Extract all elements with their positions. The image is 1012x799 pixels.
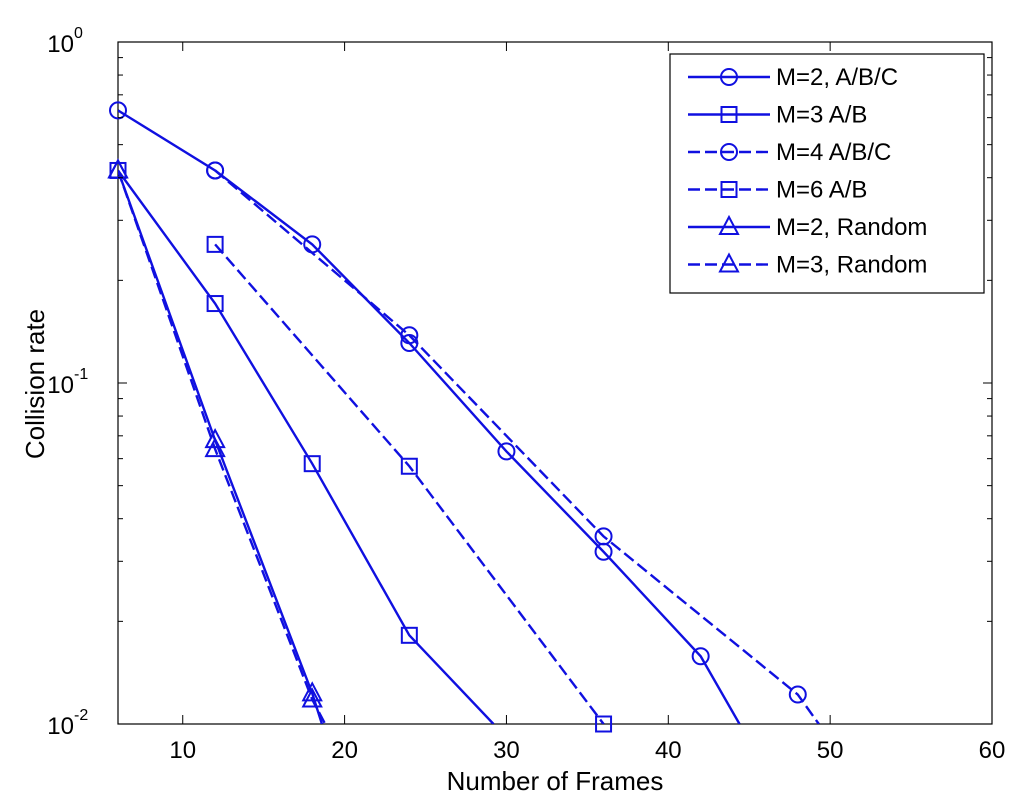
- legend-box: [669, 53, 985, 294]
- x-tick-label: 40: [655, 737, 682, 764]
- y-tick-label-base: 10: [47, 713, 74, 740]
- data-point: [497, 442, 516, 461]
- series-2: [109, 161, 495, 724]
- legend-label: M=3, Random: [776, 252, 927, 279]
- y-tick-label: 10 -2: [47, 707, 88, 740]
- data-point: [595, 715, 613, 733]
- legend-label: M=6 A/B: [776, 177, 867, 204]
- series-line: [118, 169, 495, 724]
- legend-label: M=2, A/B/C: [776, 64, 898, 91]
- data-point: [400, 626, 418, 644]
- y-axis-label: Collision rate: [20, 309, 50, 459]
- series-3: [206, 161, 820, 724]
- y-tick-label-exponent: 0: [74, 25, 83, 42]
- legend: M=2, A/B/C M=3 A/B M=4 A/B/C M=6 A/B M=2, Ra…: [669, 53, 985, 294]
- legend-label: M=4 A/B/C: [776, 139, 891, 166]
- legend-marker: [720, 68, 738, 86]
- series-4: [206, 235, 613, 733]
- legend-entry: M=6 A/B: [688, 177, 867, 204]
- data-point: [301, 687, 323, 708]
- y-tick-label-exponent: -1: [74, 366, 88, 383]
- y-tick-label-exponent: -2: [74, 707, 88, 724]
- y-tick-label: 10 0: [47, 25, 83, 58]
- legend-entry: M=2, Random: [688, 214, 927, 241]
- x-axis: 10 20 30 40 50 60: [169, 42, 1005, 764]
- series-line: [118, 170, 327, 724]
- x-tick-label: 20: [331, 737, 358, 764]
- y-tick-label-base: 10: [47, 31, 74, 58]
- data-point: [788, 685, 807, 704]
- x-axis-label: Number of Frames: [447, 766, 664, 796]
- series-layer: [107, 101, 820, 733]
- legend-marker: [718, 252, 740, 273]
- data-point: [206, 295, 224, 313]
- legend-marker: [720, 181, 738, 198]
- legend-entry: M=3, Random: [688, 252, 927, 279]
- y-tick-label-base: 10: [47, 372, 74, 399]
- data-point: [594, 527, 613, 546]
- legend-entry: M=2, A/B/C: [688, 64, 898, 91]
- series-line: [214, 169, 820, 724]
- y-tick-label: 10 -1: [47, 366, 88, 399]
- legend-marker: [718, 214, 740, 235]
- series-line: [118, 170, 324, 724]
- legend-marker: [720, 143, 738, 161]
- x-tick-label: 50: [817, 737, 844, 764]
- series-line: [214, 243, 605, 724]
- legend-entry: M=3 A/B: [688, 102, 867, 129]
- legend-label: M=3 A/B: [776, 102, 867, 129]
- x-tick-label: 10: [169, 737, 196, 764]
- data-point: [400, 457, 418, 475]
- data-point: [206, 161, 225, 180]
- data-point: [204, 436, 226, 458]
- x-tick-label: 30: [493, 737, 520, 764]
- legend-label: M=2, Random: [776, 214, 927, 241]
- data-point: [691, 647, 710, 666]
- data-point: [206, 235, 224, 253]
- data-point: [303, 455, 321, 473]
- legend-marker: [720, 106, 738, 123]
- x-tick-label: 60: [979, 737, 1006, 764]
- series-line: [118, 109, 741, 724]
- legend-entry: M=4 A/B/C: [688, 139, 891, 166]
- data-point: [109, 101, 127, 120]
- data-point: [400, 326, 419, 345]
